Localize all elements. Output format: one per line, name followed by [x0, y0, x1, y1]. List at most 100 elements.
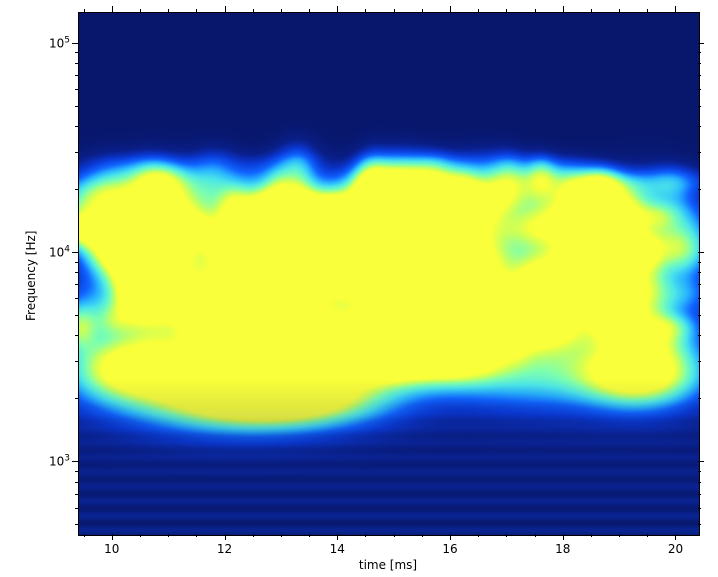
x-minor-tick — [196, 534, 197, 537]
x-minor-tick — [591, 534, 592, 537]
y-minor-tick-right — [698, 106, 701, 107]
x-minor-tick — [647, 534, 648, 537]
x-axis-label: time [ms] — [359, 558, 417, 572]
x-minor-tick — [140, 534, 141, 537]
y-minor-tick-right — [698, 335, 701, 336]
x-minor-tick — [478, 534, 479, 537]
x-tick-label: 20 — [668, 542, 683, 556]
x-tick-label: 12 — [217, 542, 232, 556]
y-minor-tick — [75, 106, 78, 107]
x-minor-tick-top — [422, 9, 423, 12]
y-minor-tick-right — [698, 189, 701, 190]
spectrogram-figure: 10 12 14 16 18 20 103 104 105 time [ms] Frequenc… — [0, 0, 718, 577]
x-tick-label: 18 — [555, 542, 570, 556]
y-major-tick-right — [698, 252, 704, 253]
y-minor-tick-right — [698, 272, 701, 273]
x-minor-tick-top — [591, 9, 592, 12]
y-axis-label: Frequency [Hz] — [24, 231, 38, 322]
x-minor-tick-top — [478, 9, 479, 12]
x-minor-tick — [506, 534, 507, 537]
x-major-tick — [450, 534, 451, 540]
x-major-tick-top — [112, 6, 113, 12]
y-minor-tick — [75, 126, 78, 127]
y-major-tick — [72, 43, 78, 44]
y-minor-tick-right — [698, 361, 701, 362]
x-minor-tick-top — [619, 9, 620, 12]
y-major-tick-right — [698, 461, 704, 462]
x-major-tick — [675, 534, 676, 540]
y-minor-tick-right — [698, 89, 701, 90]
y-minor-tick-right — [698, 482, 701, 483]
x-major-tick-top — [450, 6, 451, 12]
y-tick-label: 103 — [38, 454, 70, 469]
x-tick-label: 10 — [104, 542, 119, 556]
y-minor-tick — [75, 63, 78, 64]
x-minor-tick-top — [647, 9, 648, 12]
x-major-tick-top — [225, 6, 226, 12]
x-minor-tick-top — [365, 9, 366, 12]
x-major-tick-top — [563, 6, 564, 12]
y-minor-tick — [75, 398, 78, 399]
y-minor-tick — [75, 508, 78, 509]
y-minor-tick-right — [698, 298, 701, 299]
y-minor-tick-right — [698, 524, 701, 525]
y-major-tick — [72, 461, 78, 462]
y-minor-tick — [75, 89, 78, 90]
x-minor-tick-top — [196, 9, 197, 12]
y-minor-tick-right — [698, 508, 701, 509]
y-minor-tick — [75, 298, 78, 299]
x-minor-tick-top — [506, 9, 507, 12]
y-minor-tick-right — [698, 398, 701, 399]
y-minor-tick — [75, 189, 78, 190]
y-major-tick-right — [698, 43, 704, 44]
y-minor-tick — [75, 272, 78, 273]
x-minor-tick — [422, 534, 423, 537]
x-minor-tick — [168, 534, 169, 537]
x-minor-tick — [253, 534, 254, 537]
y-minor-tick-right — [698, 52, 701, 53]
x-minor-tick-top — [281, 9, 282, 12]
y-minor-tick — [75, 152, 78, 153]
y-minor-tick — [75, 482, 78, 483]
y-minor-tick-right — [698, 494, 701, 495]
x-minor-tick-top — [140, 9, 141, 12]
x-minor-tick-top — [168, 9, 169, 12]
y-minor-tick-right — [698, 315, 701, 316]
spectrogram-heatmap — [79, 13, 699, 535]
x-tick-label: 16 — [442, 542, 457, 556]
x-major-tick — [337, 534, 338, 540]
x-minor-tick — [84, 534, 85, 537]
x-minor-tick-top — [394, 9, 395, 12]
x-major-tick — [112, 534, 113, 540]
x-minor-tick — [535, 534, 536, 537]
y-minor-tick-right — [698, 75, 701, 76]
y-minor-tick-right — [698, 152, 701, 153]
y-minor-tick — [75, 494, 78, 495]
x-minor-tick — [394, 534, 395, 537]
y-minor-tick-right — [698, 262, 701, 263]
x-minor-tick — [619, 534, 620, 537]
y-minor-tick — [75, 335, 78, 336]
y-minor-tick — [75, 471, 78, 472]
x-major-tick-top — [675, 6, 676, 12]
x-major-tick — [563, 534, 564, 540]
x-minor-tick-top — [84, 9, 85, 12]
x-minor-tick-top — [535, 9, 536, 12]
y-minor-tick — [75, 52, 78, 53]
y-minor-tick-right — [698, 284, 701, 285]
x-minor-tick-top — [253, 9, 254, 12]
y-minor-tick — [75, 75, 78, 76]
y-tick-label: 104 — [38, 244, 70, 259]
x-minor-tick — [365, 534, 366, 537]
y-minor-tick — [75, 524, 78, 525]
y-minor-tick-right — [698, 63, 701, 64]
x-major-tick-top — [337, 6, 338, 12]
x-major-tick — [225, 534, 226, 540]
y-minor-tick — [75, 315, 78, 316]
y-minor-tick — [75, 361, 78, 362]
y-major-tick — [72, 252, 78, 253]
y-tick-label: 105 — [38, 35, 70, 50]
x-minor-tick — [281, 534, 282, 537]
x-tick-label: 14 — [330, 542, 345, 556]
plot-area — [78, 12, 700, 536]
